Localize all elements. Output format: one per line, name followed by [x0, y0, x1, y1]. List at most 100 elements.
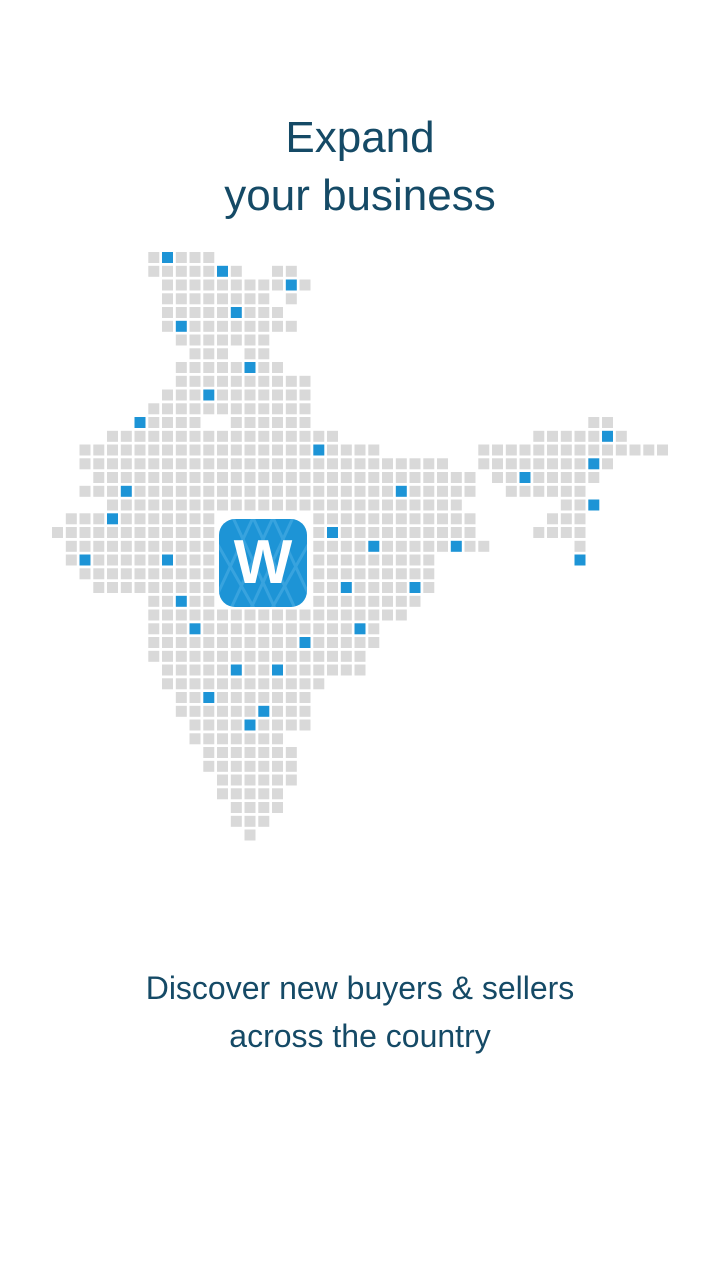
map-tile	[327, 595, 338, 607]
map-tile	[423, 513, 435, 525]
map-tile	[437, 472, 448, 483]
map-tile	[107, 472, 118, 483]
map-tile	[299, 650, 311, 662]
map-tile	[79, 568, 91, 580]
map-tile	[93, 540, 105, 552]
map-tile	[107, 499, 118, 511]
map-tile	[189, 692, 201, 703]
map-tile	[285, 705, 297, 717]
map-tile	[120, 554, 132, 566]
map-tile	[189, 554, 201, 566]
map-tile	[547, 430, 558, 442]
map-highlight-tile	[602, 430, 613, 442]
map-tile	[175, 458, 187, 470]
map-tile	[285, 444, 297, 456]
map-tile	[189, 375, 201, 387]
map-tile	[203, 623, 215, 635]
map-tile	[382, 499, 393, 511]
map-tile	[409, 595, 421, 607]
map-tile	[395, 568, 407, 580]
map-tile	[203, 403, 215, 415]
map-tile	[175, 485, 187, 497]
map-tile	[189, 650, 201, 662]
map-tile	[437, 540, 448, 552]
map-tile	[437, 513, 448, 525]
map-tile	[657, 444, 668, 456]
map-tile	[327, 582, 338, 593]
map-tile	[203, 430, 215, 442]
map-highlight-tile	[588, 499, 600, 511]
map-tile	[175, 540, 187, 552]
map-tile	[299, 403, 311, 415]
map-tile	[285, 774, 297, 786]
map-tile	[395, 609, 407, 621]
map-tile	[134, 513, 146, 525]
map-tile	[450, 485, 462, 497]
map-tile	[272, 375, 283, 387]
map-tile	[285, 485, 297, 497]
map-tile	[258, 664, 270, 676]
map-tile	[258, 334, 270, 346]
map-tile	[148, 513, 160, 525]
map-tile	[272, 265, 283, 277]
map-tile	[189, 265, 201, 277]
map-highlight-tile	[230, 664, 242, 676]
map-tile	[148, 417, 160, 428]
map-highlight-tile	[354, 623, 366, 635]
map-tile	[285, 389, 297, 401]
map-tile	[395, 595, 407, 607]
map-tile	[368, 513, 380, 525]
map-tile	[120, 527, 132, 538]
map-tile	[175, 293, 187, 305]
map-tile	[217, 623, 228, 635]
map-tile	[244, 650, 256, 662]
map-tile	[409, 472, 421, 483]
map-tile	[285, 265, 297, 277]
app-logo-icon: W	[219, 519, 307, 607]
map-tile	[175, 252, 187, 263]
map-tile	[354, 458, 366, 470]
map-tile	[79, 444, 91, 456]
map-tile	[148, 568, 160, 580]
map-highlight-tile	[134, 417, 146, 428]
map-tile	[189, 582, 201, 593]
map-highlight-tile	[272, 664, 283, 676]
map-tile	[258, 499, 270, 511]
map-tile	[560, 485, 572, 497]
map-tile	[175, 362, 187, 373]
map-tile	[175, 609, 187, 621]
map-tile	[134, 444, 146, 456]
map-tile	[189, 609, 201, 621]
map-tile	[244, 815, 256, 827]
map-tile	[423, 568, 435, 580]
map-tile	[340, 664, 352, 676]
map-tile	[340, 513, 352, 525]
map-tile	[258, 692, 270, 703]
map-tile	[285, 692, 297, 703]
map-tile	[217, 705, 228, 717]
map-highlight-tile	[258, 705, 270, 717]
map-tile	[217, 788, 228, 800]
map-tile	[285, 637, 297, 648]
map-tile	[588, 444, 600, 456]
map-tile	[120, 458, 132, 470]
map-tile	[313, 472, 325, 483]
map-tile	[203, 595, 215, 607]
map-tile	[464, 527, 476, 538]
subtitle-line-1: Discover new buyers & sellers	[145, 970, 575, 1006]
map-tile	[148, 485, 160, 497]
map-tile	[299, 623, 311, 635]
map-tile	[162, 582, 173, 593]
map-highlight-tile	[285, 279, 297, 291]
map-tile	[189, 389, 201, 401]
map-tile	[175, 389, 187, 401]
map-tile	[230, 279, 242, 291]
map-tile	[423, 472, 435, 483]
map-tile	[175, 430, 187, 442]
map-tile	[134, 485, 146, 497]
map-tile	[533, 430, 545, 442]
map-tile	[217, 747, 228, 758]
map-tile	[285, 760, 297, 772]
map-highlight-tile	[368, 540, 380, 552]
map-tile	[175, 265, 187, 277]
